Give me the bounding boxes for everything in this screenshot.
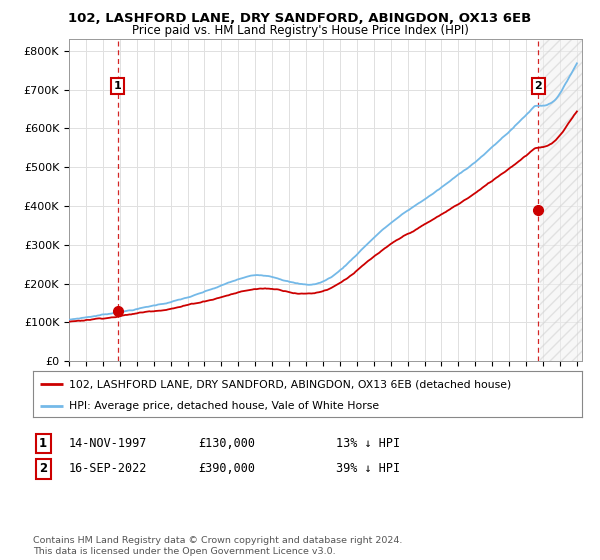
Text: 1: 1 [39,437,47,450]
Text: 13% ↓ HPI: 13% ↓ HPI [336,437,400,450]
Text: 102, LASHFORD LANE, DRY SANDFORD, ABINGDON, OX13 6EB (detached house): 102, LASHFORD LANE, DRY SANDFORD, ABINGD… [68,379,511,389]
Text: 102, LASHFORD LANE, DRY SANDFORD, ABINGDON, OX13 6EB: 102, LASHFORD LANE, DRY SANDFORD, ABINGD… [68,12,532,25]
Text: £130,000: £130,000 [198,437,255,450]
Text: HPI: Average price, detached house, Vale of White Horse: HPI: Average price, detached house, Vale… [68,401,379,410]
Text: Price paid vs. HM Land Registry's House Price Index (HPI): Price paid vs. HM Land Registry's House … [131,24,469,37]
Bar [539,39,582,361]
Text: 1: 1 [114,81,121,91]
Text: 39% ↓ HPI: 39% ↓ HPI [336,462,400,475]
Text: 16-SEP-2022: 16-SEP-2022 [69,462,148,475]
Text: Contains HM Land Registry data © Crown copyright and database right 2024.
This d: Contains HM Land Registry data © Crown c… [33,536,403,556]
Text: 14-NOV-1997: 14-NOV-1997 [69,437,148,450]
Text: £390,000: £390,000 [198,462,255,475]
Text: 2: 2 [535,81,542,91]
Text: 2: 2 [39,462,47,475]
